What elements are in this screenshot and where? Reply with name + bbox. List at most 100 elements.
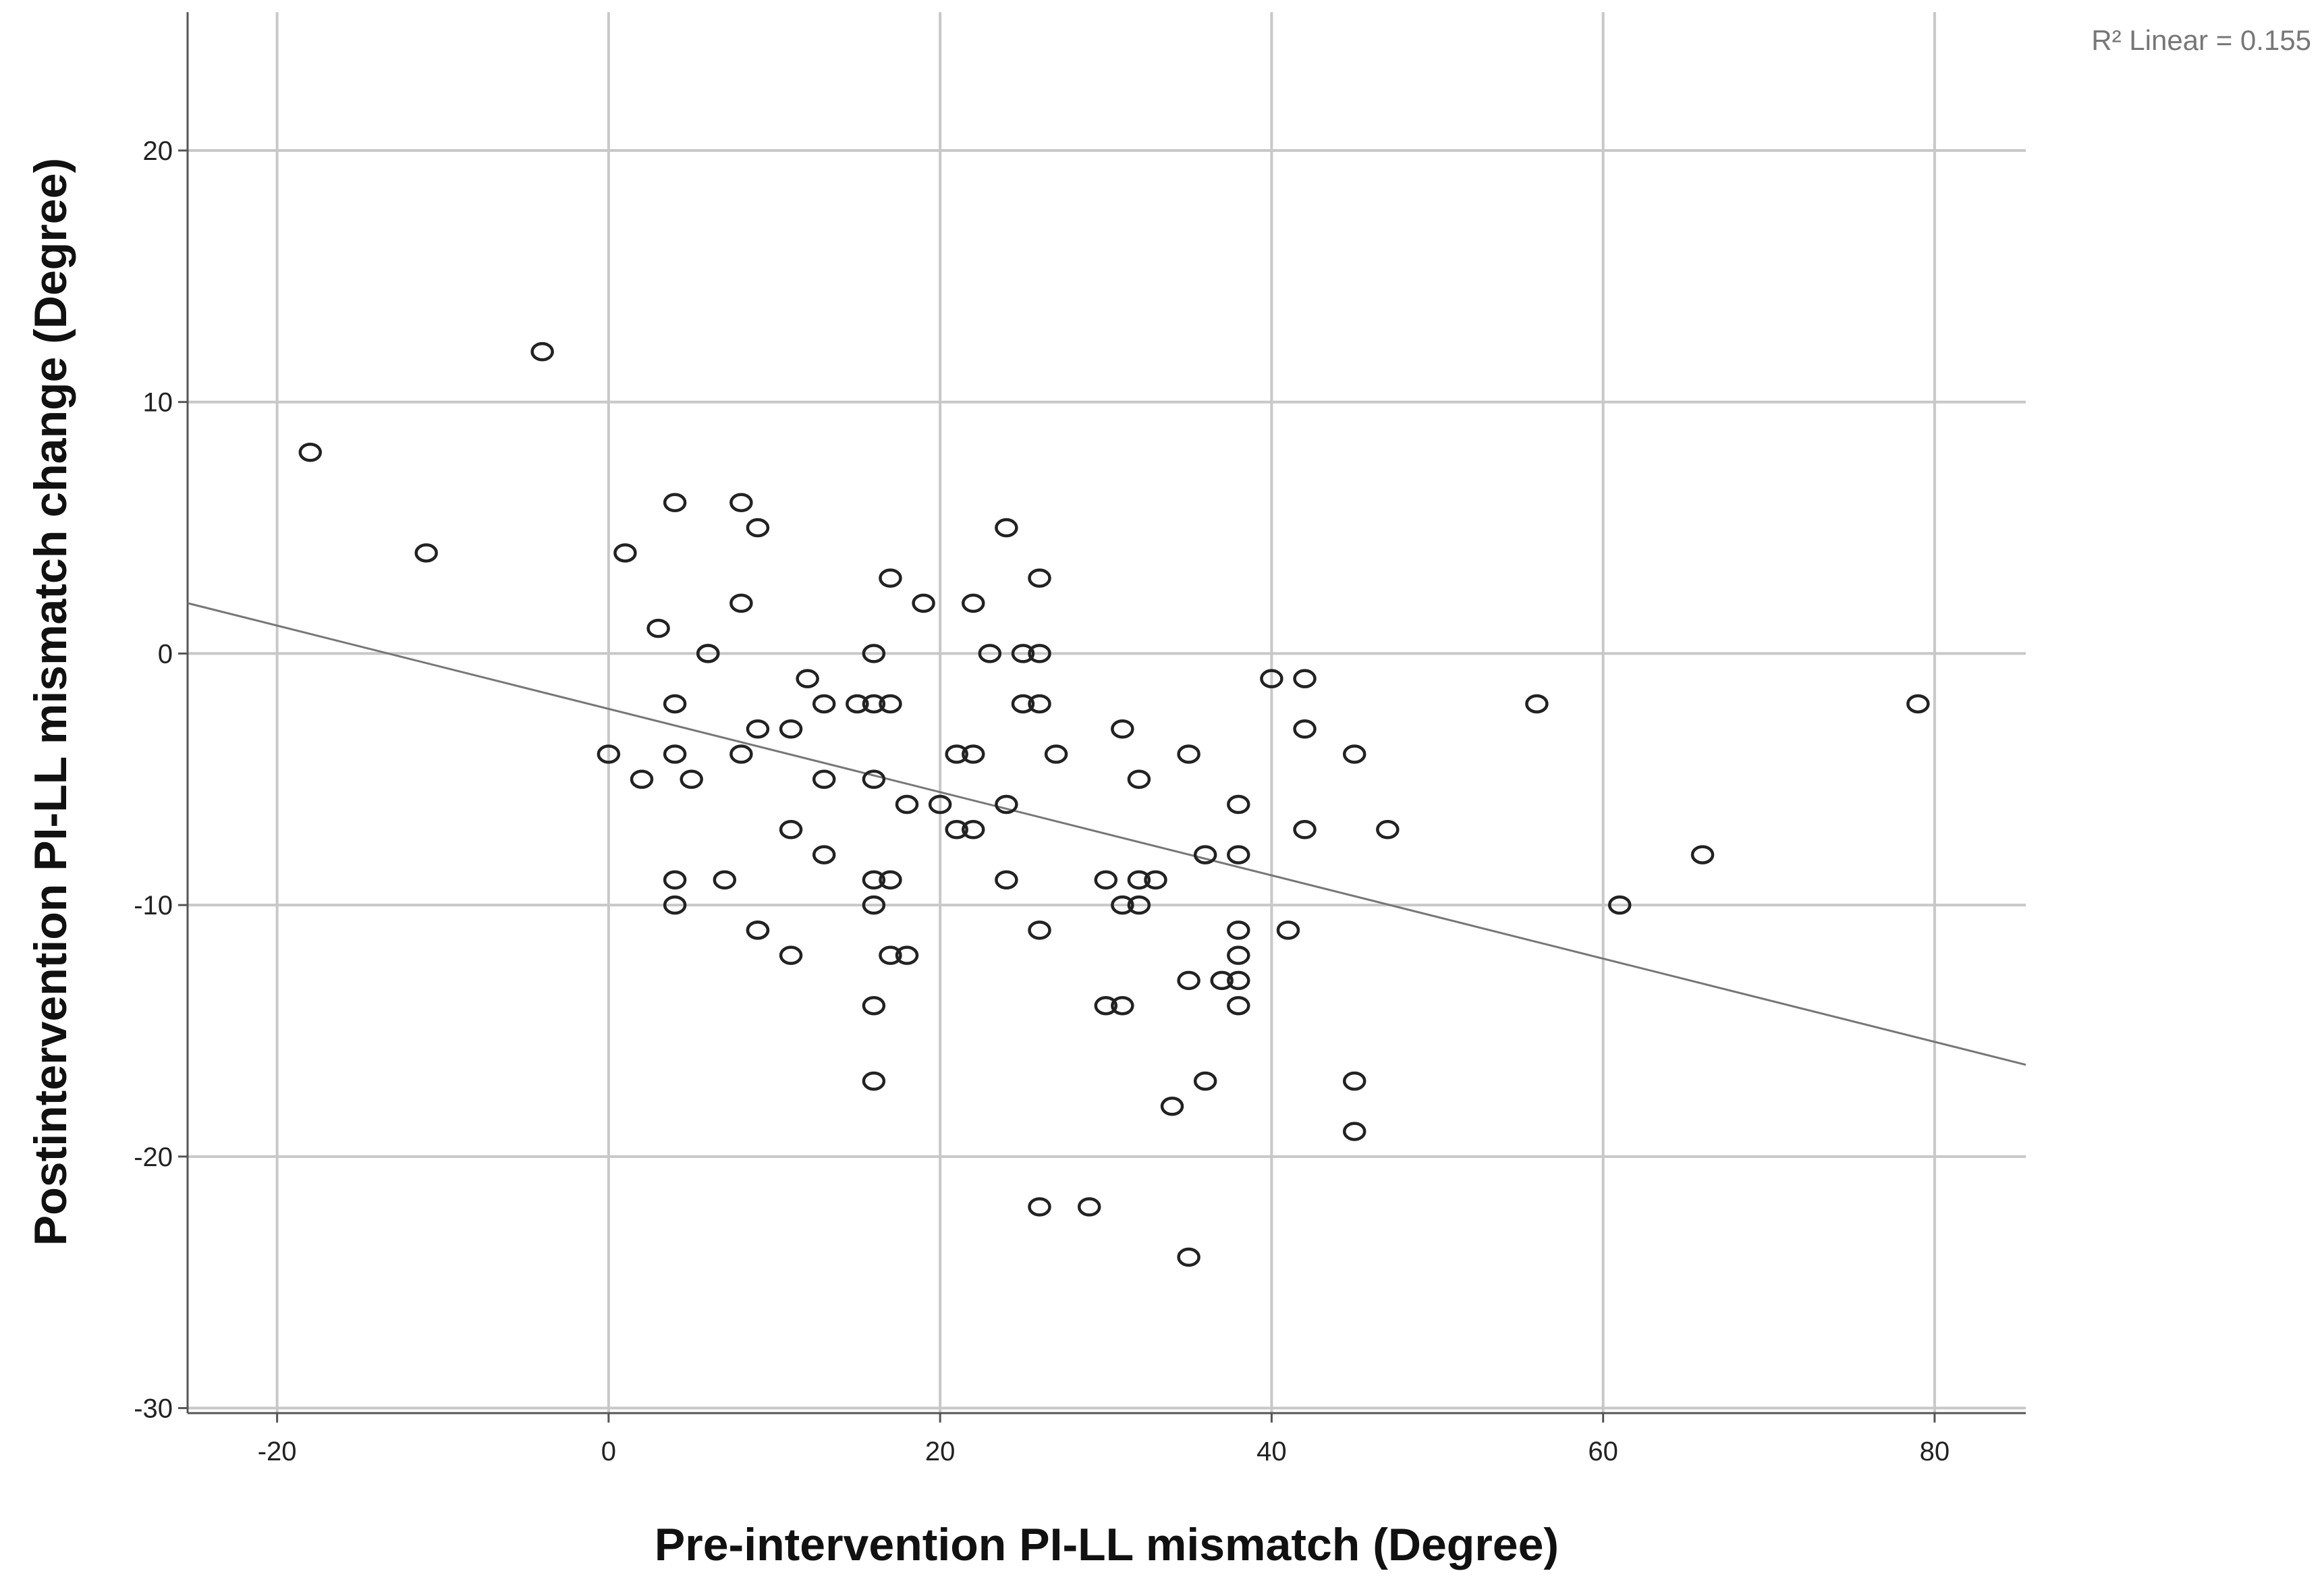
x-tick-label: 40 bbox=[1256, 1437, 1287, 1466]
x-tick-label: 80 bbox=[1920, 1437, 1950, 1466]
data-point bbox=[779, 719, 803, 739]
data-point bbox=[1028, 694, 1051, 714]
data-point bbox=[978, 644, 1002, 663]
data-point bbox=[746, 719, 770, 739]
data-point bbox=[1177, 1247, 1200, 1267]
data-point bbox=[1144, 870, 1167, 890]
data-point bbox=[879, 870, 902, 890]
data-point bbox=[613, 543, 637, 563]
data-point bbox=[812, 694, 836, 714]
data-point bbox=[1011, 644, 1035, 663]
data-point bbox=[862, 769, 886, 790]
x-axis-title: Pre-intervention PI-LL mismatch (Degree) bbox=[655, 1519, 1559, 1570]
data-point bbox=[1210, 970, 1234, 991]
regression-line bbox=[187, 602, 2026, 1066]
data-point bbox=[729, 493, 753, 513]
data-point bbox=[779, 945, 803, 965]
y-tick-label: -30 bbox=[134, 1394, 173, 1424]
x-tick-label: 20 bbox=[925, 1437, 956, 1466]
y-tick-label: 10 bbox=[143, 388, 173, 418]
data-point bbox=[630, 769, 654, 790]
data-point bbox=[663, 744, 687, 764]
data-point bbox=[1293, 669, 1317, 688]
data-point bbox=[1193, 1071, 1217, 1091]
y-tick-label: -20 bbox=[134, 1143, 173, 1172]
x-tick-label: 0 bbox=[601, 1437, 616, 1466]
data-point bbox=[1227, 845, 1250, 864]
data-point bbox=[1028, 920, 1051, 940]
data-point bbox=[862, 644, 886, 663]
data-point bbox=[1227, 945, 1250, 965]
data-point bbox=[1094, 870, 1118, 890]
data-point bbox=[962, 820, 985, 840]
data-point bbox=[796, 669, 819, 688]
data-point bbox=[597, 744, 621, 764]
data-point bbox=[1160, 1097, 1184, 1116]
data-points bbox=[298, 341, 1930, 1267]
y-tick-label: -10 bbox=[134, 891, 173, 920]
data-point bbox=[1111, 719, 1134, 739]
data-point bbox=[663, 895, 687, 915]
data-point bbox=[1342, 1071, 1366, 1091]
data-point bbox=[1028, 568, 1051, 588]
y-axis-title: Postintervention PI-LL mismatch change (… bbox=[25, 158, 76, 1246]
data-point bbox=[1077, 1197, 1101, 1217]
data-point bbox=[1227, 920, 1250, 940]
y-tick-label: 20 bbox=[143, 136, 173, 166]
data-point bbox=[846, 694, 869, 714]
data-point bbox=[812, 845, 836, 864]
data-point bbox=[1044, 744, 1068, 764]
data-point bbox=[862, 895, 886, 915]
r-squared-annotation: R² Linear = 0.155 bbox=[2091, 24, 2311, 56]
data-point bbox=[879, 694, 902, 714]
data-point bbox=[1111, 895, 1134, 915]
data-point bbox=[1342, 1122, 1366, 1141]
data-point bbox=[646, 618, 670, 638]
data-point bbox=[862, 1071, 886, 1091]
data-point bbox=[812, 769, 836, 790]
data-point bbox=[995, 518, 1018, 538]
data-point bbox=[1690, 845, 1715, 864]
data-point bbox=[414, 543, 438, 563]
data-point bbox=[779, 820, 803, 840]
data-point bbox=[663, 694, 687, 714]
data-point bbox=[530, 341, 554, 362]
data-point bbox=[696, 644, 720, 663]
data-point bbox=[663, 493, 687, 513]
data-point bbox=[962, 744, 985, 764]
data-point bbox=[995, 794, 1018, 815]
data-point bbox=[1376, 820, 1400, 840]
data-point bbox=[1607, 895, 1632, 915]
data-point bbox=[1525, 694, 1549, 714]
data-point bbox=[1028, 644, 1051, 663]
data-point bbox=[962, 593, 985, 613]
data-point bbox=[1342, 744, 1366, 764]
data-point bbox=[879, 945, 902, 965]
data-point bbox=[729, 593, 753, 613]
data-point bbox=[928, 794, 952, 815]
data-point bbox=[729, 744, 753, 764]
data-point bbox=[1293, 719, 1317, 739]
data-point bbox=[663, 870, 687, 890]
axes bbox=[178, 12, 2026, 1423]
data-point bbox=[1227, 995, 1250, 1016]
gridlines bbox=[188, 12, 2026, 1413]
data-point bbox=[1227, 794, 1250, 815]
data-point bbox=[1127, 769, 1151, 790]
data-point bbox=[862, 995, 886, 1016]
data-point bbox=[298, 442, 323, 462]
data-point bbox=[1127, 870, 1151, 890]
data-point bbox=[1011, 694, 1035, 714]
data-point bbox=[945, 820, 968, 840]
y-tick-label: 0 bbox=[158, 639, 173, 669]
data-point bbox=[862, 694, 886, 714]
x-tick-label: 60 bbox=[1588, 1437, 1618, 1466]
data-point bbox=[1276, 920, 1300, 940]
data-point bbox=[1260, 669, 1283, 688]
data-point bbox=[746, 920, 770, 940]
data-point bbox=[1227, 970, 1250, 991]
data-point bbox=[895, 794, 919, 815]
data-point bbox=[895, 945, 919, 965]
data-point bbox=[1177, 970, 1200, 991]
